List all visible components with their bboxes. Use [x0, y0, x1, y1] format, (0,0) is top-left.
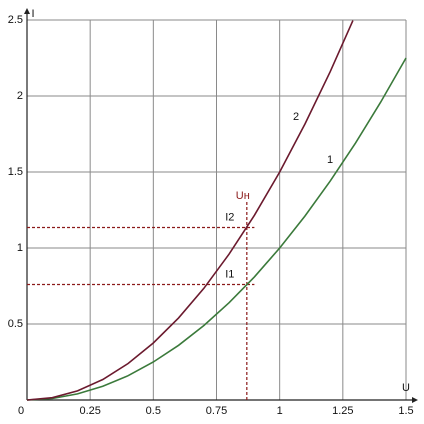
x-tick-label: 1.25 [332, 405, 353, 417]
y-arrow [24, 8, 30, 14]
y-tick-label: 1.5 [8, 166, 23, 178]
y-tick-label: 0.5 [8, 318, 23, 330]
un-label: Uн [236, 190, 250, 202]
series-line [26, 20, 354, 401]
x-axis-label: U [402, 382, 410, 394]
x-tick-label: 1 [277, 405, 283, 417]
x-tick-label: 0 [18, 405, 24, 417]
y-tick-label: 2.5 [8, 14, 23, 26]
y-tick-label: 1 [17, 242, 23, 254]
x-tick-label: 0.75 [206, 405, 227, 417]
x-tick-label: 1.5 [398, 405, 413, 417]
series-line [26, 57, 407, 401]
series-label: 1 [327, 154, 333, 166]
x-tick-label: 0.25 [79, 405, 100, 417]
i1-label: I1 [225, 268, 234, 280]
i2-label: I2 [225, 211, 234, 223]
y-axis-label: I [31, 8, 34, 20]
x-arrow [412, 397, 418, 403]
x-tick-label: 0.5 [146, 405, 161, 417]
y-tick-label: 2 [17, 90, 23, 102]
series-label: 2 [293, 111, 299, 123]
